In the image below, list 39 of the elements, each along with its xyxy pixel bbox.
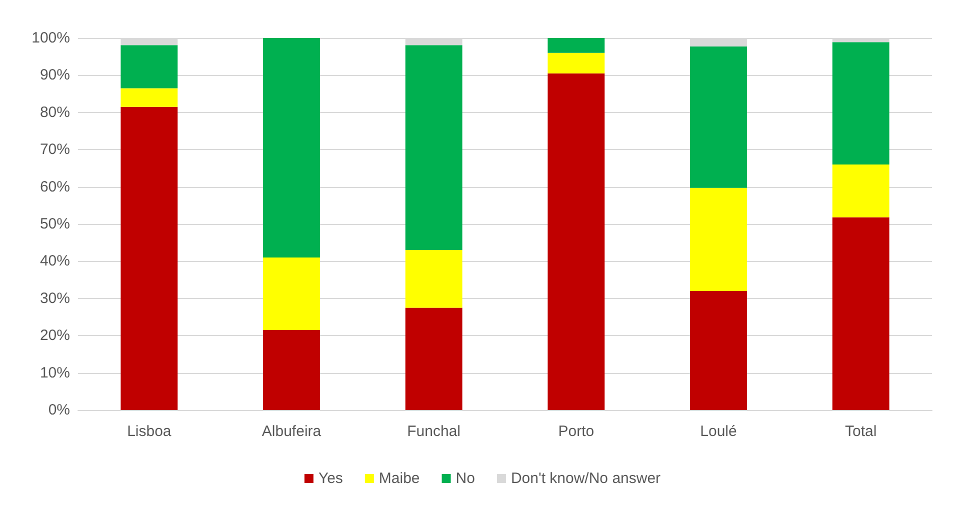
- bar: [120, 88, 178, 107]
- y-tick-label: 50%: [40, 216, 70, 232]
- y-tick-label: 30%: [40, 290, 70, 307]
- bar: [405, 308, 462, 410]
- y-tick-label: 40%: [40, 252, 70, 270]
- y-tick-label: 100%: [32, 30, 70, 46]
- y-tick-label: 0%: [48, 402, 70, 418]
- bar: [263, 257, 320, 330]
- bar: [405, 45, 462, 250]
- bar: [405, 250, 462, 308]
- legend-label: Maibe: [378, 470, 420, 487]
- y-tick-label: 20%: [40, 327, 70, 344]
- y-tick-label: 90%: [40, 66, 70, 84]
- bar: [548, 73, 605, 410]
- x-tick-label: Loulé: [700, 423, 737, 440]
- legend-label: Yes: [318, 470, 343, 487]
- bar: [690, 46, 747, 188]
- x-tick-label: Lisboa: [127, 423, 172, 440]
- bar: [263, 38, 320, 258]
- bar: [263, 330, 320, 410]
- y-tick-label: 60%: [40, 178, 70, 196]
- y-tick-label: 80%: [40, 104, 70, 121]
- bar: [120, 45, 178, 88]
- x-tick-label: Funchal: [407, 423, 461, 440]
- bar: [120, 106, 178, 410]
- legend-label: No: [456, 470, 475, 487]
- x-tick-label: Total: [844, 423, 877, 440]
- bar: [832, 42, 890, 164]
- bar: [690, 290, 747, 410]
- bar: [832, 217, 890, 410]
- x-tick-label: Albufeira: [262, 423, 322, 440]
- bar: [548, 52, 605, 74]
- y-tick-label: 10%: [40, 364, 70, 382]
- y-tick-label: 70%: [40, 141, 70, 158]
- x-tick-label: Porto: [558, 423, 594, 440]
- bar: [832, 164, 890, 218]
- bar: [690, 188, 747, 291]
- bar: [548, 38, 605, 53]
- legend-label: Don't know/No answer: [510, 470, 661, 487]
